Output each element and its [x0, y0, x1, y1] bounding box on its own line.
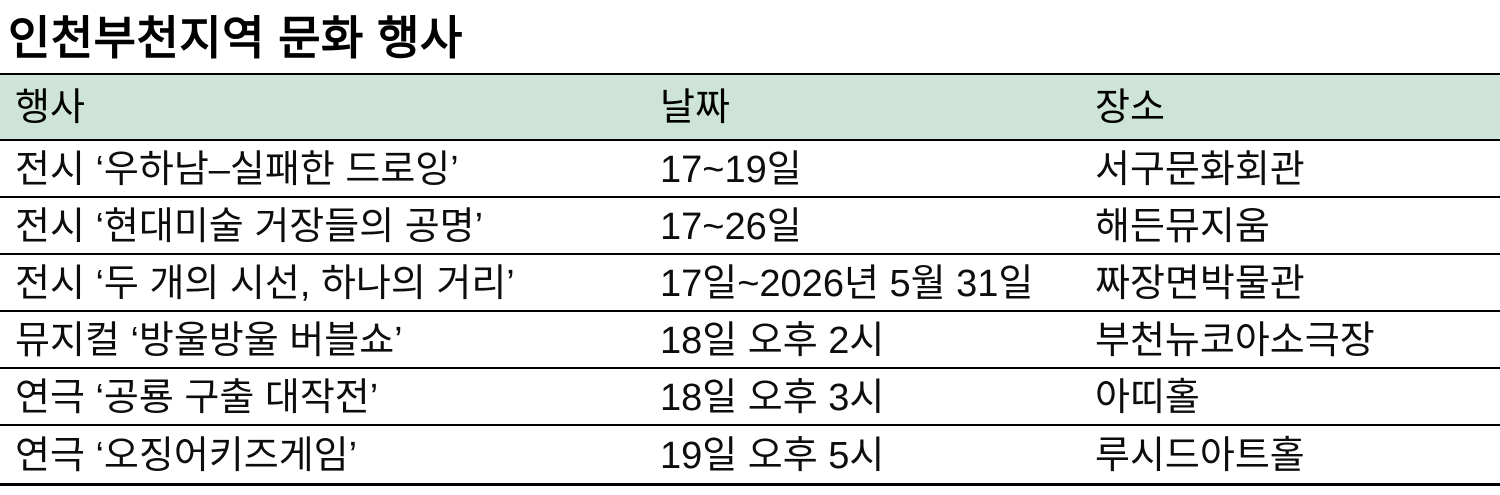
column-header-place: 장소	[1095, 87, 1165, 127]
date-cell: 17~26일	[660, 205, 802, 246]
event-cell: 전시 ‘우하남–실패한 드로잉’	[15, 148, 459, 189]
date-cell: 18일 오후 3시	[660, 376, 885, 417]
place-cell: 짜장면박물관	[1095, 262, 1305, 303]
table-row: 연극 ‘공룡 구출 대작전’ 18일 오후 3시 아띠홀	[0, 369, 1500, 426]
table-row: 연극 ‘오징어키즈게임’ 19일 오후 5시 루시드아트홀	[0, 426, 1500, 483]
date-cell: 19일 오후 5시	[660, 434, 885, 475]
date-cell: 18일 오후 2시	[660, 319, 885, 360]
event-cell: 연극 ‘오징어키즈게임’	[15, 434, 358, 475]
place-cell: 루시드아트홀	[1095, 434, 1305, 475]
event-cell: 전시 ‘현대미술 거장들의 공명’	[15, 205, 484, 246]
event-cell: 뮤지컬 ‘방울방울 버블쇼’	[15, 319, 403, 360]
events-table: 행사 날짜 장소 전시 ‘우하남–실패한 드로잉’ 17~19일 서구문화회관 …	[0, 73, 1500, 486]
place-cell: 해든뮤지움	[1095, 205, 1270, 246]
table-row: 전시 ‘현대미술 거장들의 공명’ 17~26일 해든뮤지움	[0, 198, 1500, 255]
table-row: 전시 ‘우하남–실패한 드로잉’ 17~19일 서구문화회관	[0, 141, 1500, 198]
table-header-row: 행사 날짜 장소	[0, 75, 1500, 141]
table-row: 뮤지컬 ‘방울방울 버블쇼’ 18일 오후 2시 부천뉴코아소극장	[0, 312, 1500, 369]
event-cell: 연극 ‘공룡 구출 대작전’	[15, 376, 379, 417]
column-header-date: 날짜	[660, 87, 730, 127]
date-cell: 17일~2026년 5월 31일	[660, 262, 1034, 303]
date-cell: 17~19일	[660, 148, 802, 189]
place-cell: 부천뉴코아소극장	[1095, 319, 1375, 360]
event-cell: 전시 ‘두 개의 시선, 하나의 거리’	[15, 262, 515, 303]
page-title: 인천부천지역 문화 행사	[8, 12, 463, 64]
place-cell: 아띠홀	[1095, 376, 1200, 417]
column-header-event: 행사	[15, 87, 85, 127]
table-row: 전시 ‘두 개의 시선, 하나의 거리’ 17일~2026년 5월 31일 짜장…	[0, 255, 1500, 312]
place-cell: 서구문화회관	[1095, 148, 1305, 189]
